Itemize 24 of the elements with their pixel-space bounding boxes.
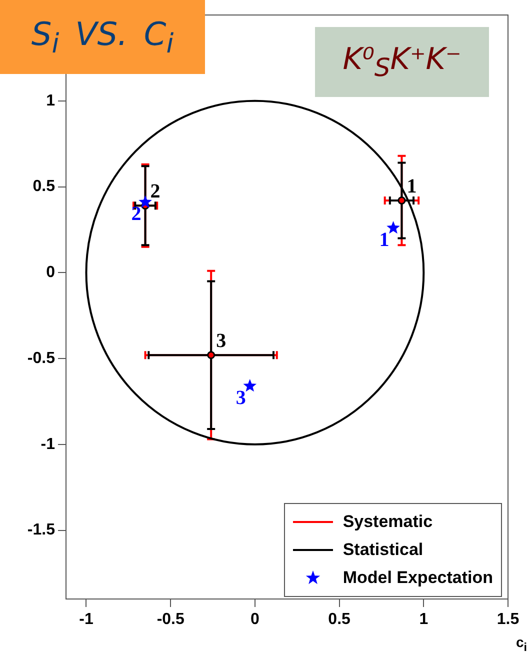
x-tick-label: -0.5 [156, 611, 184, 628]
y-tick-label: -1.5 [27, 522, 56, 539]
x-axis-title: c$_{i}$ [516, 634, 527, 654]
annotation: 3 [216, 330, 226, 352]
annotation: 1 [379, 228, 390, 251]
y-tick-label: 0.5 [32, 178, 56, 196]
y-tick-label: 1 [46, 92, 56, 110]
y-tick-label: -1 [40, 436, 56, 453]
y-tick-label: -0.5 [27, 350, 56, 367]
annotation: 1 [406, 176, 417, 198]
legend-label: Systematic [342, 512, 433, 532]
legend-label: Model Expectation [342, 568, 493, 588]
annotation: K⁰$_{S}$K⁺K⁻ [342, 42, 462, 82]
annotation: 2 [150, 180, 160, 203]
annotation: 3 [236, 387, 246, 410]
x-tick-label: 0.5 [328, 611, 351, 628]
y-tick-label: 0 [46, 264, 56, 282]
x-tick-label: 0 [250, 611, 260, 628]
chart-title: S$_{i}$ VS. C$_{i}$ [31, 14, 174, 60]
annotation: 2 [131, 203, 142, 226]
x-tick-label: -1 [79, 611, 94, 628]
x-tick-label: 1 [419, 611, 428, 628]
legend-label: Statistical [342, 540, 424, 560]
x-tick-label: 1.5 [496, 611, 520, 628]
